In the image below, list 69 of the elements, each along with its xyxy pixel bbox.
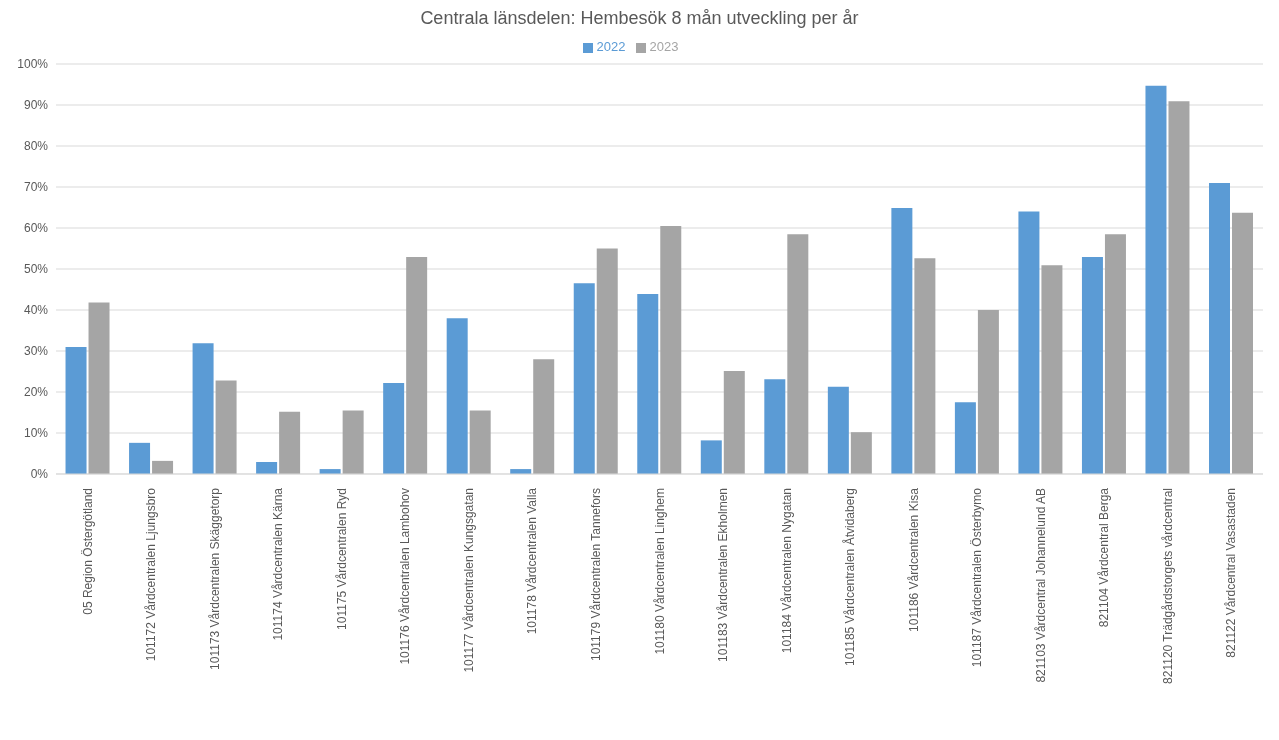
- x-tick-label: 101177 Vårdcentralen Kungsgatan: [461, 488, 476, 673]
- bar: [1018, 211, 1040, 474]
- y-tick-label: 40%: [23, 303, 49, 318]
- bar: [977, 310, 999, 474]
- bar: [279, 411, 301, 474]
- bar: [827, 386, 849, 474]
- y-tick-label: 20%: [23, 385, 49, 400]
- x-tick-label: 821122 Vårdcentral Vasastaden: [1224, 488, 1239, 658]
- x-tick-label: 101175 Vårdcentralen Ryd: [334, 488, 349, 630]
- bar: [383, 382, 405, 474]
- x-tick-label: 101185 Vårdcentralen Åtvidaberg: [842, 488, 858, 666]
- chart-title: Centrala länsdelen: Hembesök 8 mån utveckling per år: [419, 8, 860, 29]
- y-tick-label: 30%: [23, 344, 49, 359]
- bar: [406, 257, 428, 474]
- bar: [88, 302, 110, 474]
- x-tick-label: 101174 Vårdcentralen Kärna: [271, 487, 286, 641]
- x-tick-label: 101187 Vårdcentralen Österbymo: [970, 487, 985, 668]
- bar: [533, 359, 555, 474]
- bar: [129, 442, 151, 474]
- bar: [573, 283, 595, 474]
- x-tick-label: 101173 Vårdcentralen Skäggetorp: [207, 487, 222, 670]
- bar: [787, 234, 809, 474]
- x-tick-label: 101178 Vårdcentralen Valla: [525, 487, 540, 635]
- bar: [914, 258, 936, 474]
- y-tick-label: 60%: [23, 221, 49, 236]
- bar: [1104, 234, 1126, 474]
- bar: [1232, 212, 1253, 474]
- y-tick-label: 100%: [17, 57, 49, 72]
- x-tick-label: 101180 Vårdcentralen Linghem: [652, 488, 667, 655]
- bar: [342, 410, 364, 474]
- x-tick-label: 821103 Vårdcentral Johannelund AB: [1033, 488, 1048, 683]
- x-tick-label: 101172 Vårdcentralen Ljungsbro: [144, 487, 159, 662]
- bar: [446, 318, 468, 474]
- bar: [891, 207, 913, 474]
- bar: [850, 432, 872, 474]
- x-tick-label: 821120 Trädgårdstorgets vårdcentral: [1160, 488, 1175, 684]
- bar: [1145, 85, 1167, 474]
- x-tick-label: 101179 Vårdcentralen Tannefors: [588, 488, 603, 662]
- y-tick-label: 10%: [23, 426, 49, 441]
- x-tick-label: 101183 Vårdcentralen Ekholmen: [716, 488, 731, 662]
- x-tick-label: 101184 Vårdcentralen Nygatan: [779, 488, 794, 654]
- bar: [1081, 257, 1103, 474]
- y-tick-label: 90%: [23, 98, 49, 113]
- y-tick-label: 70%: [23, 180, 49, 195]
- bar: [723, 371, 745, 474]
- bar: [1168, 101, 1190, 474]
- bar: [637, 294, 659, 474]
- bar: [660, 225, 682, 474]
- bar: [469, 410, 491, 474]
- bar: [700, 440, 722, 474]
- bar: [152, 460, 174, 474]
- bar: [596, 248, 618, 474]
- legend-label: 2023: [649, 39, 679, 54]
- bar: [256, 462, 278, 474]
- bar: [1041, 265, 1063, 474]
- x-tick-label: 101186 Vårdcentralen Kisa: [906, 487, 921, 632]
- bar: [954, 402, 976, 474]
- x-tick-label: 101176 Vårdcentralen Lambohov: [398, 488, 413, 665]
- bar: [764, 379, 786, 474]
- bar: [65, 346, 87, 474]
- bar: [192, 343, 214, 474]
- legend-label: 2022: [596, 39, 626, 54]
- x-tick-label: 821104 Vårdcentral Berga: [1097, 487, 1112, 628]
- y-tick-label: 0%: [30, 467, 49, 482]
- bar: [215, 380, 237, 474]
- y-tick-label: 50%: [23, 262, 49, 277]
- y-tick-label: 80%: [23, 139, 49, 154]
- x-tick-label: 05 Region Östergötland: [80, 488, 95, 615]
- bar: [1209, 182, 1230, 474]
